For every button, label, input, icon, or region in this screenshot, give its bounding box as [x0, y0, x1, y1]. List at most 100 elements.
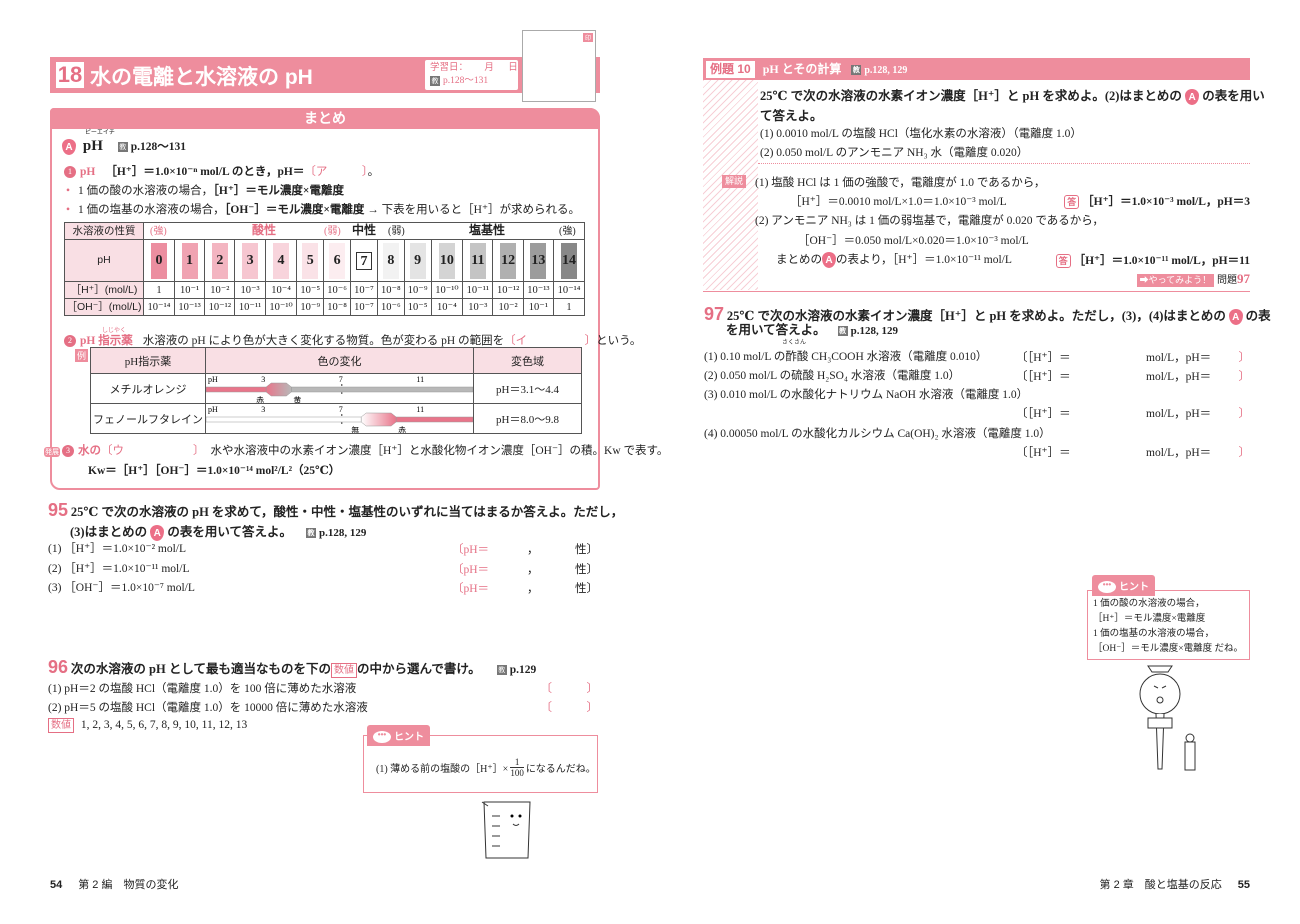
page-number: 54 — [50, 879, 63, 891]
example-item: (1) 0.0010 mol/L の塩酸 HCl（塩化水素の水溶液）（電離度 1… — [760, 128, 1082, 140]
kw-formula: Kw＝［H⁺］［OH⁻］＝1.0×10⁻¹⁴ mol²/L²（25℃） — [88, 465, 341, 477]
answer-row: 〔［H⁺］＝ mol/L，pH＝ 〕 — [1016, 405, 1250, 422]
scale-label-11: 11 — [416, 375, 424, 384]
try-link[interactable]: ➡やってみよう！ 問題97 — [1136, 271, 1250, 287]
question-item: (1) ［H⁺］＝1.0×10⁻² mol/L — [48, 543, 187, 555]
fraction: 1 100 — [510, 757, 524, 778]
footer-right: 第 2 章 酸と塩基の反応 55 — [1100, 876, 1250, 892]
question-item: (1) pH＝2 の塩酸 HCl（電離度 1.0）を 100 倍に薄めた水溶液 — [48, 683, 357, 695]
answer-open: 〔pH＝ — [452, 563, 490, 576]
ph-value: 3 — [242, 242, 259, 279]
question-row: (2) pH＝5 の塩酸 HCl（電離度 1.0）を 10000 倍に薄めた水溶… — [48, 699, 598, 715]
textbook-icon: 教 — [117, 142, 128, 153]
ph-value: 1 — [181, 242, 198, 279]
answer-blank[interactable]: 〔 〕 — [540, 683, 599, 695]
item-2: 2 pH 指示薬 しじやく 水溶液の pH により色が大きく変化する物質。色が変わる … — [64, 328, 641, 348]
answer-blank-a[interactable]: 〔ア 〕 — [304, 166, 368, 178]
ph-cell: 8 — [376, 239, 405, 282]
answer-close: 〕 — [1238, 408, 1251, 420]
choices: 数値 1, 2, 3, 4, 5, 6, 7, 8, 9, 10, 11, 12… — [48, 718, 247, 733]
speech-bubble-icon: ••• — [1098, 581, 1116, 594]
answer-close: 〕 — [1238, 447, 1251, 459]
indicator-name: フェノールフタレイン — [90, 403, 206, 434]
ph-value: 9 — [409, 242, 426, 279]
low-color-segment — [206, 386, 267, 393]
section-a-heading: A pH ピーエイチ 教 p.128〜131 — [62, 130, 186, 156]
ph-cell: 13 — [522, 239, 555, 282]
oh-concentration: 1 — [553, 298, 585, 316]
answer-field[interactable]: 〔［H⁺］＝ mol/L，pH＝ 〕 — [1016, 368, 1250, 383]
question-row: (3) ［OH⁻］＝1.0×10⁻⁷ mol/L 〔pH＝ ， 性〕 — [48, 579, 598, 595]
ph-cell: 3 — [234, 239, 266, 282]
question-row: (2) 0.050 mol/L の硫酸 H₂SO₄ 水溶液（電離度 1.0） 〔［… — [704, 367, 1250, 383]
answer-open: 〔［H⁺］＝ — [1016, 408, 1071, 420]
solution-line: ［OH⁻］＝0.050 mol/L×0.020＝1.0×10⁻³ mol/L — [798, 235, 1029, 247]
oh-concentration: 10⁻⁷ — [350, 298, 378, 316]
solution-line: まとめの A の表より，［H⁺］＝1.0×10⁻¹¹ mol/L — [776, 252, 1012, 269]
number-circle: 2 — [64, 335, 76, 348]
answer-blank-u[interactable]: 〔ウ 〕 — [101, 445, 205, 457]
answer-field[interactable]: 〔pH＝ ， 性〕 — [452, 580, 598, 595]
answer-blank[interactable]: 〔 〕 — [540, 702, 599, 714]
ph-value: 4 — [273, 242, 290, 279]
example-label: 例題 10 — [706, 61, 755, 78]
answer-field[interactable]: 〔［H⁺］＝ mol/L，pH＝ 〕 — [1016, 349, 1250, 364]
answer-blank-i[interactable]: 〔イ 〕 — [504, 335, 597, 347]
oh-concentration: 10⁻¹³ — [173, 298, 206, 316]
ph-table: 水溶液の性質 (強) 酸性 (弱) 中性 (弱) 塩基性 (強) pH 0 1 2 3 4… — [64, 222, 585, 316]
oh-concentration: 10⁻¹⁴ — [143, 298, 175, 316]
answer-field[interactable]: 〔pH＝ ， 性〕 — [452, 541, 598, 556]
question-text-2: を用いて答えよ。教 p.128, 129 — [726, 323, 899, 337]
low-color-label: 無 — [351, 425, 359, 433]
number-circle: 1 — [64, 166, 76, 179]
ph-value: 7 — [355, 251, 372, 270]
textbook-ref: p.128〜131 — [443, 76, 489, 86]
textbook-icon: 教 — [430, 75, 440, 86]
hint-text: (1) 薄める前の塩酸の［H⁺］× 1 100 になるんだね。 — [376, 757, 596, 778]
label-base: 塩基性 — [469, 223, 506, 237]
example-question: 25℃ で次の水溶液の水素イオン濃度［H⁺］と pH を求めよ。(2)はまとめの… — [760, 89, 1265, 106]
ph-cell: 7 — [350, 239, 378, 282]
indicator-name: メチルオレンジ — [90, 373, 206, 404]
hint-tab: ••• ヒント — [367, 725, 430, 747]
check-box-area: 印 — [522, 30, 596, 102]
header-cell: 色の変化 — [205, 347, 474, 374]
ph-cell: 11 — [462, 239, 494, 282]
example-question-2: て答えよ。 — [760, 109, 823, 123]
term: pH — [80, 166, 96, 178]
answer-comma: ， — [527, 583, 539, 595]
item-text: ［H⁺］＝1.0×10⁻ⁿ mol/L のとき，pH＝ — [105, 166, 305, 178]
question-row: (2) ［H⁺］＝1.0×10⁻¹¹ mol/L 〔pH＝ ， 性〕 — [48, 560, 598, 576]
answer-unit: mol/L，pH＝ — [1146, 352, 1212, 364]
transition-range-segment — [265, 382, 292, 397]
label-neutral: 中性 — [352, 223, 377, 237]
ph-cell: 2 — [204, 239, 236, 282]
item-text: 水溶液の pH により色が大きく変化する物質。色が変わる pH の範囲を — [142, 335, 505, 347]
section-title: 水の電離と水溶液の pH — [90, 66, 313, 89]
high-color-segment — [395, 416, 473, 423]
item-1: 1 pH ［H⁺］＝1.0×10⁻ⁿ mol/L のとき，pH＝〔ア 〕。 — [64, 163, 379, 179]
answer-field[interactable]: 〔［H⁺］＝ mol/L，pH＝ 〕 — [1016, 405, 1251, 420]
bullet: • 1 価の酸の水溶液の場合，［H⁺］＝モル濃度×電離度 — [66, 185, 344, 197]
answer-open: 〔［H⁺］＝ — [1016, 352, 1071, 364]
ph-value: 14 — [561, 242, 577, 279]
bullet: • 1 価の塩基の水溶液の場合，［OH⁻］＝モル濃度×電離度 → 下表を用いると［… — [66, 204, 581, 216]
textbook-icon: 教 — [305, 528, 316, 539]
section-a-badge: A — [150, 525, 165, 542]
summary-header: まとめ — [50, 108, 600, 129]
number-circle: 3 — [62, 445, 74, 458]
answer-field[interactable]: 〔pH＝ ， 性〕 — [452, 561, 598, 576]
oh-concentration: 10⁻¹⁰ — [264, 298, 298, 316]
example-title: pH とその計算 — [762, 62, 842, 76]
divider — [758, 163, 1250, 164]
h-concentration: 10⁻¹³ — [522, 281, 555, 299]
hint-tab: ••• ヒント — [1092, 575, 1155, 597]
term: pH 指示薬 しじやく — [80, 328, 133, 347]
answer-field[interactable]: 〔［H⁺］＝ mol/L，pH＝ 〕 — [1016, 444, 1251, 459]
ph-cell: 4 — [264, 239, 298, 282]
color-change-bar: pH 3 7 11 赤 黄 — [206, 375, 473, 403]
answer-open: 〔［H⁺］＝ — [1016, 447, 1071, 459]
textbook-ref: p.128, 129 — [850, 325, 899, 337]
oh-concentration: 10⁻⁵ — [403, 298, 432, 316]
ph-cell: 1 — [173, 239, 206, 282]
